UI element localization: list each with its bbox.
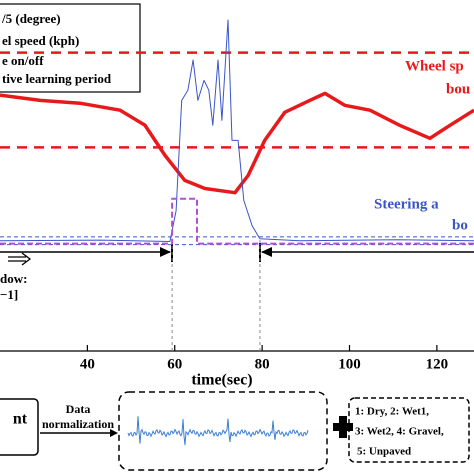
legend-box (0, 3, 141, 93)
bound-label: Wheel sp (405, 58, 464, 74)
source-box (0, 398, 39, 456)
bound-label: Steering a (374, 196, 439, 212)
arrow-head (160, 247, 171, 257)
legend: /5 (degree) el speed (kph) e on/off tive le… (1, 11, 112, 86)
window-icon (8, 252, 32, 266)
window-label: −1] (0, 287, 18, 302)
series-line (0, 91, 474, 195)
class-label: 5: Unpaved (357, 446, 411, 458)
legend-label: el speed (kph) (2, 33, 79, 48)
x-tick-label: 60 (167, 356, 182, 372)
arrow-label: Data (66, 402, 91, 416)
x-tick-label: 120 (426, 356, 449, 372)
legend-label: tive learning period (2, 71, 112, 86)
plus (333, 416, 353, 438)
x-tick-label: 100 (338, 356, 361, 372)
arrow-head (110, 429, 118, 437)
window-label: dow: (0, 271, 27, 286)
bound-label: bou (446, 81, 470, 97)
class-box (348, 397, 470, 463)
series-line (0, 19, 474, 242)
signal-wave (127, 416, 309, 446)
bound-label: bo (452, 217, 468, 233)
series-line (0, 197, 474, 245)
legend-label: e on/off (2, 53, 44, 68)
class-label: 1: Dry, 2: Wet1, (355, 406, 429, 418)
class-label: 3: Wet2, 4: Gravel, (355, 426, 444, 438)
source-label: nt (13, 411, 28, 428)
x-axis-label: time(sec) (191, 372, 252, 389)
arrow-head (261, 247, 272, 257)
x-tick-label: 40 (80, 356, 95, 372)
x-tick-label: 80 (255, 356, 270, 372)
arrow-label: normalization (42, 417, 114, 431)
signal-box (118, 391, 328, 471)
legend-label: /5 (degree) (1, 11, 61, 26)
